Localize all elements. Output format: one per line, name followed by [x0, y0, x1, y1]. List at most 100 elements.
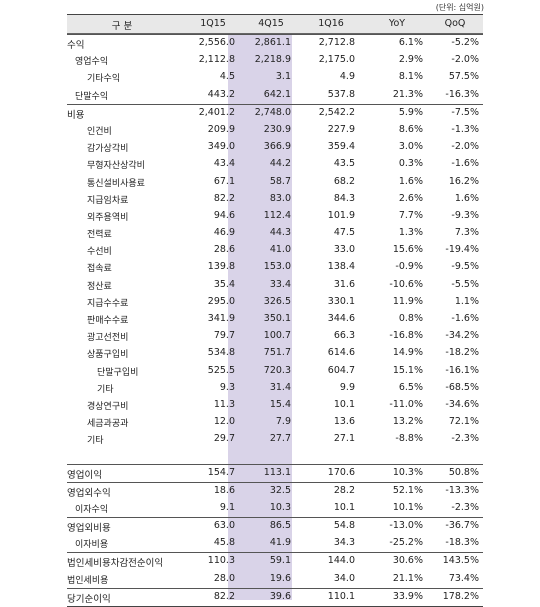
value-1q15: 139.8: [207, 261, 235, 273]
value-1q16: 34.3: [333, 537, 355, 549]
value-qoq: 143.5%: [442, 555, 479, 567]
row-label: 통신설비사용료: [87, 178, 145, 189]
value-4q15: 31.4: [269, 381, 291, 393]
value-yoy: 11.9%: [392, 295, 423, 307]
value-qoq: -2.0%: [451, 141, 479, 153]
table-row: 단말수익 443.2 642.1 537.8 21.3% -16.3%: [67, 87, 483, 104]
value-1q15: 9.1: [219, 501, 235, 513]
value-1q16: 27.1: [333, 433, 355, 445]
value-yoy: 6.5%: [398, 381, 423, 393]
value-4q15: 2,861.1: [254, 37, 291, 48]
value-qoq: -18.3%: [445, 537, 479, 549]
row-label: 단말구입비: [97, 367, 139, 378]
value-qoq: -13.3%: [445, 484, 479, 496]
value-qoq: -2.0%: [451, 54, 479, 66]
row-label: 세금과공과: [87, 419, 129, 430]
value-4q15: 326.5: [263, 295, 291, 307]
value-1q16: 2,712.8: [318, 37, 355, 48]
header-category: 구 분: [111, 21, 133, 32]
value-1q15: 209.9: [207, 123, 235, 135]
value-4q15: 41.0: [269, 244, 291, 256]
row-label: 단말수익: [75, 91, 109, 102]
value-1q16: 604.7: [327, 364, 355, 376]
value-1q15: 9.3: [219, 381, 235, 393]
table-row: 지급수수료 295.0 326.5 330.1 11.9% 1.1%: [67, 294, 483, 311]
value-qoq: 1.1%: [454, 295, 479, 307]
value-qoq: 16.2%: [448, 175, 479, 187]
table-row: 당기순이익 82.2 39.6 110.1 33.9% 178.2%: [67, 587, 483, 607]
value-4q15: 720.3: [263, 364, 291, 376]
row-label: 감가상각비: [87, 144, 129, 155]
value-1q15: 35.4: [213, 278, 235, 290]
value-yoy: -10.6%: [389, 278, 423, 290]
value-yoy: 15.6%: [392, 244, 423, 256]
value-yoy: 21.1%: [392, 572, 423, 584]
row-label: 접속료: [87, 264, 112, 275]
value-yoy: 2.6%: [398, 192, 423, 204]
table-row: 광고선전비 79.7 100.7 66.3 -16.8% -34.2%: [67, 328, 483, 345]
value-4q15: 113.1: [263, 466, 291, 478]
value-1q16: 66.3: [333, 330, 355, 342]
value-1q16: 344.6: [327, 313, 355, 324]
value-yoy: 3.0%: [398, 141, 423, 153]
table-row: 지급임차료 82.2 83.0 84.3 2.6% 1.6%: [67, 191, 483, 208]
value-qoq: -1.3%: [451, 123, 479, 135]
value-1q16: 227.9: [327, 123, 355, 135]
value-1q15: 79.7: [213, 330, 235, 342]
value-qoq: -2.3%: [451, 501, 479, 513]
value-yoy: 1.6%: [398, 175, 423, 187]
table-row: 외주용역비 94.6 112.4 101.9 7.7% -9.3%: [67, 208, 483, 225]
table-row: 법인세비용차감전순이익 110.3 59.1 144.0 30.6% 143.5%: [67, 552, 483, 570]
value-4q15: 3.1: [275, 71, 291, 83]
table-row: 이자수익 9.1 10.3 10.1 10.1% -2.3%: [67, 500, 483, 517]
value-1q16: 359.4: [327, 141, 355, 153]
value-4q15: 86.5: [269, 520, 291, 532]
value-yoy: -13.0%: [389, 520, 423, 532]
value-1q15: 11.3: [213, 398, 235, 410]
value-yoy: -16.8%: [389, 330, 423, 342]
value-1q15: 63.0: [213, 520, 235, 532]
header-yoy: YoY: [388, 18, 406, 29]
table-row: 비용 2,401.2 2,748.0 2,542.2 5.9% -7.5%: [67, 103, 483, 122]
value-1q15: 4.5: [219, 71, 235, 83]
value-yoy: 52.1%: [392, 484, 423, 496]
value-1q15: 2,112.8: [198, 54, 235, 66]
value-4q15: 41.9: [269, 537, 291, 549]
table-row: 접속료 139.8 153.0 138.4 -0.9% -9.5%: [67, 259, 483, 276]
row-label: 법인세비용: [67, 575, 109, 586]
table-row: 정산료 35.4 33.4 31.6 -10.6% -5.5%: [67, 277, 483, 294]
value-4q15: 2,218.9: [254, 54, 291, 66]
value-4q15: 58.7: [269, 175, 291, 187]
row-label: 판매수수료: [87, 316, 129, 326]
value-qoq: -5.2%: [451, 37, 479, 48]
row-label: 무형자산상각비: [87, 161, 145, 172]
table-row: 영업이익 154.7 113.1 170.6 10.3% 50.8%: [67, 463, 483, 482]
value-4q15: 27.7: [269, 433, 291, 445]
value-1q16: 28.2: [333, 484, 355, 496]
value-1q16: 33.0: [333, 244, 355, 256]
value-1q16: 144.0: [327, 555, 355, 567]
row-label: 인건비: [87, 126, 112, 137]
row-label: 상품구입비: [87, 350, 129, 361]
value-qoq: 50.8%: [448, 466, 479, 478]
row-label: 기타: [97, 384, 114, 395]
value-4q15: 230.9: [263, 123, 291, 135]
row-label: 법인세비용차감전순이익: [67, 558, 164, 570]
value-1q16: 170.6: [327, 466, 355, 478]
value-qoq: -7.5%: [451, 106, 479, 118]
table-row: 판매수수료 341.9 350.1 344.6 0.8% -1.6%: [67, 311, 483, 328]
value-1q15: 67.1: [213, 175, 235, 187]
value-qoq: -36.7%: [445, 520, 479, 532]
table-row: 영업외수익 18.6 32.5 28.2 52.1% -13.3%: [67, 481, 483, 500]
value-1q15: 154.7: [207, 466, 235, 478]
value-1q15: 82.2: [213, 590, 235, 602]
value-yoy: 13.2%: [392, 416, 423, 428]
value-yoy: 8.6%: [398, 123, 423, 135]
value-qoq: -16.1%: [445, 364, 479, 376]
value-1q16: 614.6: [327, 347, 355, 359]
table-row: 상품구입비 534.8 751.7 614.6 14.9% -18.2%: [67, 345, 483, 362]
value-1q15: 82.2: [213, 192, 235, 204]
value-4q15: 366.9: [263, 141, 291, 153]
value-4q15: 59.1: [269, 555, 291, 567]
row-label: 이자비용: [75, 540, 109, 551]
